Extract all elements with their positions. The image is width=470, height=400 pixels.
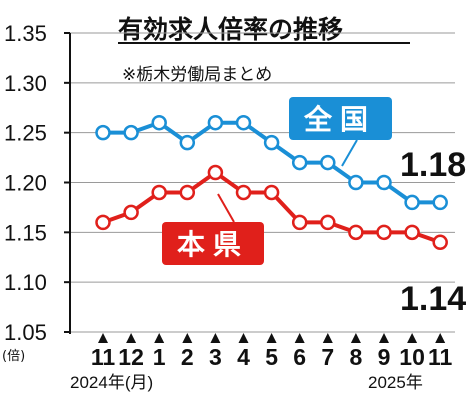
data-point-national bbox=[179, 134, 196, 151]
y-tick-label: 1.05 bbox=[4, 320, 47, 345]
data-point-national bbox=[291, 154, 308, 171]
data-point-prefecture bbox=[432, 234, 448, 251]
x-tick-mark bbox=[350, 333, 361, 343]
data-point-national bbox=[404, 194, 420, 211]
end-value-national: 1.18 bbox=[400, 146, 466, 184]
x-tick-mark bbox=[407, 333, 418, 343]
x-tick-mark bbox=[126, 333, 137, 343]
data-point-prefecture bbox=[151, 184, 167, 201]
x-tick-mark bbox=[210, 333, 221, 343]
x-tick-label: 9 bbox=[378, 344, 391, 370]
x-axis-year-end: 2025年 bbox=[368, 373, 423, 392]
legend-pointer-national bbox=[341, 139, 358, 167]
x-tick-mark bbox=[238, 333, 249, 343]
data-point-national bbox=[263, 134, 280, 151]
data-point-national bbox=[376, 174, 392, 191]
x-tick-label: 2 bbox=[181, 344, 194, 370]
y-tick-label: 1.25 bbox=[4, 121, 47, 146]
x-tick-mark bbox=[182, 333, 193, 343]
series-lines bbox=[95, 114, 448, 251]
data-point-national bbox=[95, 124, 111, 141]
x-tick-mark bbox=[322, 333, 333, 343]
x-tick-mark bbox=[379, 333, 389, 343]
data-point-prefecture bbox=[348, 224, 364, 241]
legend-box-national bbox=[289, 97, 392, 140]
legend-box-prefecture bbox=[162, 222, 264, 265]
y-tick-label: 1.30 bbox=[4, 71, 47, 96]
x-axis: 11 12 1 2 3 4 5 6 7 8 9 10 11 bbox=[91, 333, 453, 370]
y-axis: 1.35 1.30 1.25 1.20 1.15 1.10 1.05 bbox=[4, 21, 71, 345]
data-point-prefecture bbox=[207, 164, 224, 181]
data-point-national bbox=[123, 124, 139, 141]
data-point-prefecture bbox=[95, 214, 111, 231]
x-tick-label: 7 bbox=[321, 344, 334, 370]
data-point-prefecture bbox=[320, 214, 336, 231]
data-point-national bbox=[151, 114, 167, 131]
data-point-prefecture bbox=[263, 184, 280, 201]
data-point-national bbox=[207, 114, 224, 131]
x-tick-label: 12 bbox=[118, 344, 144, 370]
chart-source-note: ※栃木労働局まとめ bbox=[122, 65, 272, 85]
x-tick-mark bbox=[154, 333, 165, 343]
legend-label-national: 全国 bbox=[303, 103, 376, 136]
legend-label-prefecture: 本県 bbox=[177, 228, 249, 261]
x-tick-mark bbox=[266, 333, 277, 343]
x-axis-year-start: 2024年(月) bbox=[70, 373, 153, 392]
x-tick-label: 1 bbox=[153, 344, 166, 370]
data-point-prefecture bbox=[179, 184, 196, 201]
data-point-prefecture bbox=[123, 204, 139, 221]
y-tick-label: 1.15 bbox=[4, 220, 47, 245]
y-tick-label: 1.10 bbox=[4, 270, 47, 295]
legend-pointer-prefecture bbox=[217, 193, 235, 223]
y-tick-label: 1.35 bbox=[4, 21, 47, 46]
data-point-prefecture bbox=[235, 184, 252, 201]
chart-title: 有効求人倍率の推移 bbox=[118, 15, 343, 44]
x-tick-label: 3 bbox=[209, 344, 222, 370]
x-tick-mark bbox=[98, 333, 108, 343]
x-tick-label: 11 bbox=[428, 344, 453, 370]
y-axis-unit: (倍) bbox=[2, 349, 25, 364]
end-value-prefecture: 1.14 bbox=[400, 280, 466, 318]
x-tick-label: 6 bbox=[293, 344, 306, 370]
y-tick-label: 1.20 bbox=[4, 171, 47, 196]
data-point-national bbox=[432, 194, 448, 211]
x-tick-label: 11 bbox=[91, 344, 116, 370]
x-tick-mark bbox=[294, 333, 305, 343]
x-tick-label: 8 bbox=[350, 344, 363, 370]
data-point-prefecture bbox=[376, 224, 392, 241]
data-point-national bbox=[235, 114, 252, 131]
data-point-prefecture bbox=[291, 214, 308, 231]
x-tick-mark bbox=[435, 333, 446, 343]
x-tick-label: 10 bbox=[399, 344, 425, 370]
data-point-national bbox=[348, 174, 364, 191]
data-point-national bbox=[320, 154, 336, 171]
x-tick-label: 4 bbox=[237, 344, 250, 370]
data-point-prefecture bbox=[404, 224, 420, 241]
x-tick-label: 5 bbox=[265, 344, 278, 370]
